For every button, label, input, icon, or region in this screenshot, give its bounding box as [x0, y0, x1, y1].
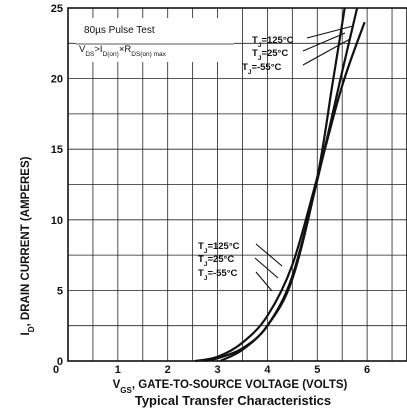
y-tick-label: 0 — [57, 356, 63, 368]
x-tick-label: 6 — [364, 364, 370, 376]
upper-annotation-0: TJ=125°C — [252, 35, 294, 49]
lower-leader-0 — [255, 243, 283, 267]
series-curves — [194, 7, 366, 363]
tick-labels: 0 5 10 15 20 25 0 1 2 3 4 5 6 — [51, 3, 370, 376]
x-tick-label: 4 — [264, 364, 271, 376]
test-note-background — [76, 18, 234, 62]
y-tick-label: 10 — [51, 215, 63, 227]
series-line-2 — [219, 7, 346, 362]
grid — [67, 7, 407, 362]
lower-annotation-2: TJ=-55°C — [198, 268, 238, 282]
x-tick-label: 1 — [115, 364, 121, 376]
lower-annotation-1: TJ=25°C — [198, 254, 234, 268]
y-tick-label: 5 — [57, 285, 63, 297]
chart-caption: Typical Transfer Characteristics — [135, 393, 331, 408]
x-tick-label: 5 — [314, 364, 320, 376]
test-note-line1: 80µs Pulse Test — [84, 25, 155, 36]
plot-frame — [67, 7, 407, 362]
test-note: 80µs Pulse Test VDS>ID(on)×RDS(on) max — [76, 18, 234, 62]
x-tick-label: 2 — [165, 364, 171, 376]
lower-leader-1 — [254, 257, 279, 279]
y-tick-label: 20 — [51, 74, 63, 86]
series-line-0 — [194, 21, 366, 363]
x-tick-label: 3 — [214, 364, 220, 376]
upper-leader-2 — [302, 38, 351, 66]
x-axis-title: VGS, GATE-TO-SOURCE VOLTAGE (VOLTS) — [113, 379, 348, 395]
upper-annotation-2: TJ=-55°C — [242, 62, 282, 76]
curve-annotations: TJ=125°CTJ=25°CTJ=-55°CTJ=125°CTJ=25°CTJ… — [198, 25, 354, 292]
x-tick-label: 0 — [53, 364, 59, 376]
y-tick-label: 25 — [51, 3, 63, 15]
lower-leader-2 — [255, 271, 273, 292]
lower-annotation-0: TJ=125°C — [198, 241, 240, 255]
upper-leader-0 — [306, 25, 354, 39]
y-tick-label: 15 — [51, 144, 63, 156]
y-axis-title: ID, DRAIN CURRENT (AMPERES) — [20, 156, 36, 335]
upper-annotation-1: TJ=25°C — [252, 48, 288, 62]
upper-leader-1 — [302, 32, 346, 52]
